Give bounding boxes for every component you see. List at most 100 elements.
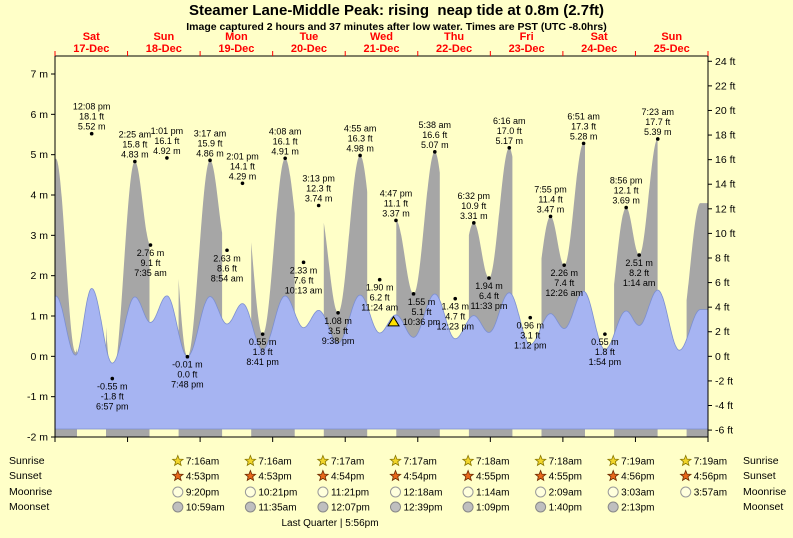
- row-label-moonrise-right: Moonrise: [743, 486, 787, 498]
- day-label-dow: Sat: [591, 31, 608, 43]
- y-axis-label-ft: 6 ft: [715, 277, 730, 289]
- day-label-dow: Mon: [225, 31, 248, 43]
- tide-annotation-high: 2:01 pm: [226, 151, 259, 161]
- tide-extreme-dot: [624, 205, 628, 210]
- tide-extreme-dot: [377, 277, 382, 282]
- tide-curve-area: [54, 288, 709, 430]
- sunset-time: 4:54pm: [404, 472, 437, 483]
- tide-annotation-low: 2.26 m: [550, 268, 578, 278]
- tide-annotation-high: 15.9 ft: [198, 138, 224, 148]
- moonset-time: 10:59am: [186, 503, 225, 514]
- tide-extreme-dot: [225, 248, 229, 253]
- tide-annotation-high: 1:01 pm: [151, 126, 184, 136]
- moonset-icon: [607, 501, 619, 513]
- moonrise-icon: [390, 486, 401, 498]
- tide-extreme-dot: [336, 310, 340, 315]
- tide-annotation-high: 12.1 ft: [614, 186, 640, 196]
- tide-annotation-low: 11:33 pm: [471, 301, 508, 311]
- tide-extreme-dot: [301, 260, 306, 265]
- tide-annotation-high: 4.29 m: [229, 171, 257, 181]
- moonrise-time: 9:20pm: [186, 488, 219, 499]
- tide-annotation-low: 1.8 ft: [595, 347, 616, 357]
- tide-annotation-high: 8:56 pm: [610, 176, 643, 186]
- current-time-marker: [387, 315, 400, 327]
- tide-annotation-high: 15.8 ft: [122, 140, 148, 150]
- y-axis-label-m: 5 m: [30, 149, 48, 161]
- tide-annotation-low: 0.55 m: [249, 337, 277, 347]
- tide-extreme-dot: [433, 150, 437, 154]
- y-axis-label-ft: 10 ft: [715, 228, 736, 240]
- y-axis-label-m: 4 m: [30, 190, 48, 202]
- tide-annotation-low: 2.76 m: [137, 248, 165, 258]
- tide-annotation-low: 5.1 ft: [412, 307, 433, 317]
- tide-annotation-low: 6.4 ft: [479, 291, 500, 301]
- tide-extreme-dot: [110, 376, 115, 381]
- sunset-icon: [316, 469, 330, 482]
- tide-annotation-low: 7.6 ft: [294, 275, 315, 285]
- y-axis-label-m: 0 m: [30, 351, 48, 363]
- tide-annotation-low: 9.1 ft: [140, 258, 161, 268]
- tide-extreme-dot: [472, 221, 476, 225]
- y-axis-label-ft: 8 ft: [715, 252, 730, 264]
- day-label-date: 25-Dec: [654, 43, 690, 55]
- sunrise-time: 7:19am: [694, 457, 727, 468]
- moonset-icon: [172, 501, 184, 513]
- moonset-time: 11:35am: [258, 503, 296, 514]
- moonrise-icon: [317, 486, 329, 498]
- tide-annotation-low: 12:26 am: [545, 288, 583, 298]
- day-label-dow: Thu: [444, 31, 464, 43]
- tide-annotation-high: 18.1 ft: [79, 112, 105, 122]
- y-axis-label-m: -2 m: [27, 432, 48, 444]
- tide-annotation-low: 1:54 pm: [589, 357, 622, 367]
- tide-extreme-dot: [562, 263, 566, 267]
- chart-title: Steamer Lane-Middle Peak: rising neap ti…: [188, 2, 605, 19]
- moon-phase-note: Last Quarter | 5:56pm: [281, 518, 379, 529]
- tide-annotation-high: 12:08 pm: [73, 102, 111, 112]
- tide-extreme-dot: [89, 131, 94, 136]
- tide-annotation-high: 17.7 ft: [645, 117, 671, 127]
- moonset-icon: [535, 501, 547, 513]
- y-axis-label-m: 6 m: [30, 109, 48, 121]
- day-label-date: 19-Dec: [218, 43, 254, 55]
- row-label-sunset-right: Sunset: [743, 470, 776, 482]
- tide-annotation-high: 17.0 ft: [497, 126, 523, 136]
- tide-annotation-low: 1.43 m: [441, 302, 469, 312]
- tide-extreme-dot: [133, 159, 137, 164]
- tide-extreme-dot: [283, 156, 287, 161]
- sunset-icon: [461, 469, 475, 482]
- tide-annotation-low: -0.55 m: [97, 382, 128, 392]
- y-axis-label-ft: 12 ft: [715, 203, 736, 215]
- tide-annotation-high: 5.17 m: [496, 136, 524, 146]
- y-axis-label-ft: 20 ft: [715, 105, 736, 117]
- sunrise-icon: [171, 454, 185, 467]
- tide-annotation-high: 3:13 pm: [302, 173, 335, 183]
- tide-annotation-low: 6.2 ft: [370, 293, 391, 303]
- sunrise-icon: [606, 454, 620, 467]
- tide-annotation-low: 12:23 pm: [436, 322, 474, 332]
- sunrise-icon: [389, 454, 402, 467]
- day-label-dow: Sun: [153, 31, 174, 43]
- day-label-dow: Wed: [370, 31, 393, 43]
- tide-extreme-dot: [487, 276, 491, 280]
- tide-annotation-high: 16.1 ft: [154, 136, 180, 146]
- moonrise-icon: [462, 486, 474, 498]
- tide-annotation-high: 6:51 am: [567, 111, 600, 121]
- tide-annotation-low: 1.55 m: [408, 297, 436, 307]
- tide-annotation-low: 4.7 ft: [445, 312, 466, 322]
- tide-annotation-high: 7:23 am: [641, 107, 674, 117]
- tide-annotation-high: 4.86 m: [196, 148, 224, 158]
- tide-annotation-high: 5.39 m: [644, 127, 672, 137]
- moonset-time: 12:07pm: [331, 503, 370, 514]
- tide-annotation-low: 1.90 m: [366, 283, 394, 293]
- y-axis-label-ft: 0 ft: [715, 351, 730, 363]
- tide-extreme-dot: [316, 203, 321, 208]
- day-label-date: 21-Dec: [363, 43, 399, 55]
- tide-annotation-low: 0.55 m: [591, 337, 619, 347]
- moonset-time: 1:40pm: [549, 503, 582, 514]
- tide-annotation-high: 7:55 pm: [534, 184, 567, 194]
- chart-subtitle: Image captured 2 hours and 37 minutes af…: [186, 21, 607, 33]
- moonrise-icon: [607, 486, 619, 498]
- sunrise-time: 7:19am: [621, 457, 654, 468]
- sunrise-time: 7:17am: [404, 457, 437, 468]
- tide-annotation-high: 5.52 m: [78, 122, 106, 132]
